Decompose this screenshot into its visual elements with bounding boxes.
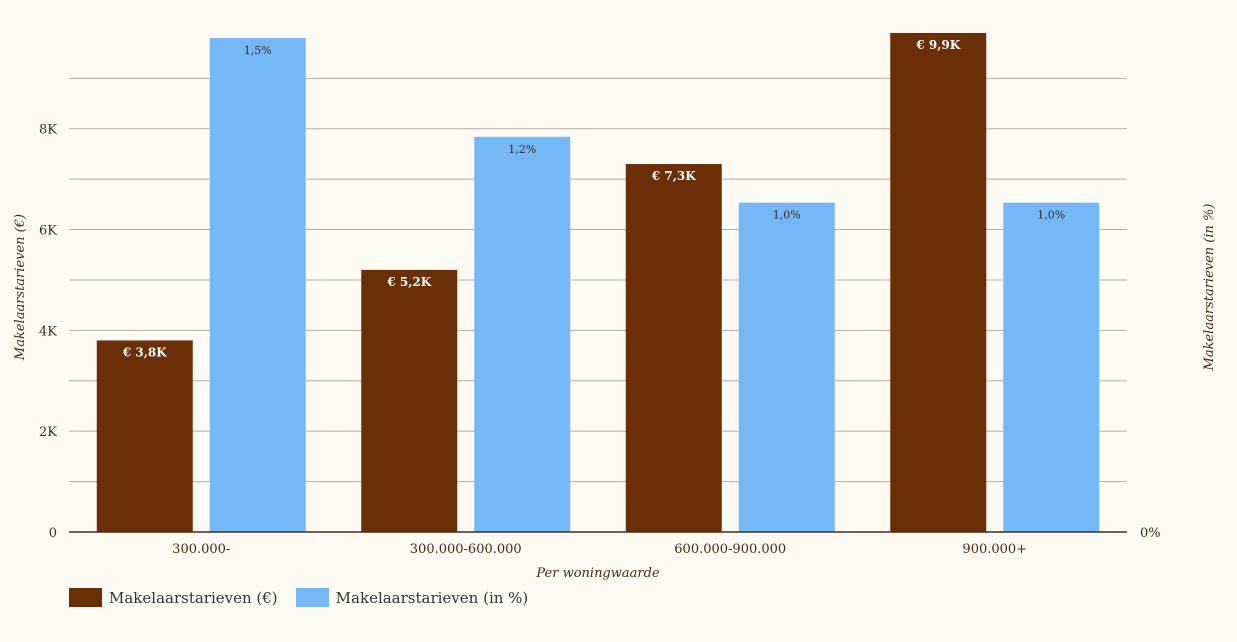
legend-item-pct[interactable]: Makelaarstarieven (in %)	[295, 588, 529, 607]
legend-item-eur[interactable]: Makelaarstarieven (€)	[69, 588, 278, 607]
x-tick-label: 300.000-600.000	[410, 542, 522, 557]
y-axis-title-right: Makelaarstarieven (in %)	[1202, 204, 1217, 372]
legend: Makelaarstarieven (€) Makelaarstarieven …	[69, 588, 546, 607]
bar-pct	[1003, 202, 1100, 532]
x-tick-label: 300.000-	[172, 542, 230, 557]
data-label-pct: 1,5%	[244, 44, 272, 57]
y-tick-label-left: 0	[49, 526, 57, 541]
data-label-eur: € 3,8K	[122, 345, 167, 359]
y-axis-title-left: Makelaarstarieven (€)	[13, 214, 28, 361]
legend-swatch-pct	[295, 588, 329, 607]
legend-label-pct: Makelaarstarieven (in %)	[335, 588, 529, 607]
y-tick-label-left: 2K	[39, 425, 57, 440]
bar-pct	[738, 202, 835, 532]
legend-label-eur: Makelaarstarieven (€)	[109, 588, 278, 607]
data-label-eur: € 5,2K	[386, 275, 431, 289]
data-label-eur: € 9,9K	[915, 38, 960, 52]
data-label-eur: € 7,3K	[651, 169, 696, 183]
bar-eur	[625, 164, 722, 533]
x-tick-label: 900.000+	[962, 542, 1027, 557]
data-label-pct: 1,0%	[773, 209, 801, 222]
bar-pct	[209, 38, 306, 532]
data-label-pct: 1,0%	[1037, 209, 1065, 222]
bar-eur	[361, 269, 458, 532]
y-tick-label-left: 4K	[39, 324, 57, 339]
legend-swatch-eur	[69, 588, 102, 607]
y-tick-label-left: 6K	[39, 224, 57, 239]
data-label-pct: 1,2%	[508, 143, 536, 156]
bar-eur	[890, 32, 987, 533]
x-axis-title: Per woningwaarde	[535, 566, 660, 581]
bar-pct	[474, 136, 571, 533]
x-tick-label: 600.000-900.000	[674, 542, 786, 557]
bar-eur	[96, 340, 193, 532]
y-tick-label-left: 8K	[39, 123, 57, 138]
y-tick-label-right: 0%	[1140, 526, 1161, 541]
